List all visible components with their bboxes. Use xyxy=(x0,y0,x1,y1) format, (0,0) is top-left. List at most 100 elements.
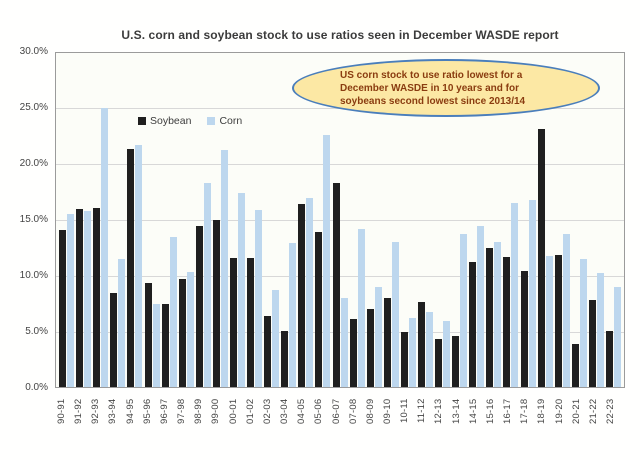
bar-soybean-17-18 xyxy=(520,271,528,387)
bar-corn-21-22 xyxy=(596,273,604,387)
bar-group-97-98 xyxy=(178,53,195,387)
y-tick-5.0%: 5.0% xyxy=(25,326,48,337)
bar-group-04-05 xyxy=(297,53,314,387)
x-tick-02-03: 02-03 xyxy=(261,398,273,424)
bar-soybean-11-12 xyxy=(418,302,426,387)
bar-soybean-92-93 xyxy=(93,207,101,387)
bar-soybean-02-03 xyxy=(264,315,272,387)
bar-group-92-93 xyxy=(92,53,109,387)
bar-group-90-91 xyxy=(58,53,75,387)
x-tick-06-07: 06-07 xyxy=(330,398,342,424)
callout-text-line-1: US corn stock to use ratio lowest for a xyxy=(340,69,523,81)
x-tick-01-02: 01-02 xyxy=(244,398,256,424)
bar-corn-09-10 xyxy=(391,242,399,387)
bar-corn-05-06 xyxy=(323,135,331,387)
bar-soybean-94-95 xyxy=(127,148,135,387)
bar-group-94-95 xyxy=(126,53,143,387)
bar-group-98-99 xyxy=(195,53,212,387)
legend-label-soybean: Soybean xyxy=(150,115,192,127)
bar-corn-98-99 xyxy=(203,183,211,387)
x-tick-11-12: 11-12 xyxy=(416,398,428,424)
x-tick-16-17: 16-17 xyxy=(502,398,514,424)
bar-soybean-10-11 xyxy=(400,332,408,387)
bar-soybean-12-13 xyxy=(435,339,443,387)
callout-text-line-3: soybeans second lowest since 2013/14 xyxy=(340,95,526,107)
bar-corn-14-15 xyxy=(477,225,485,387)
bar-soybean-07-08 xyxy=(349,319,357,387)
bar-soybean-06-07 xyxy=(332,183,340,387)
x-tick-03-04: 03-04 xyxy=(279,398,291,424)
bar-group-02-03 xyxy=(263,53,280,387)
bar-group-09-10 xyxy=(383,53,400,387)
bar-group-13-14 xyxy=(451,53,468,387)
bar-corn-11-12 xyxy=(426,312,434,387)
bar-corn-18-19 xyxy=(545,255,553,387)
bar-corn-07-08 xyxy=(357,228,365,387)
x-tick-90-91: 90-91 xyxy=(56,398,67,424)
bar-soybean-14-15 xyxy=(469,262,477,387)
x-tick-05-06: 05-06 xyxy=(313,398,325,424)
x-tick-99-00: 99-00 xyxy=(210,398,222,424)
bar-corn-19-20 xyxy=(562,234,570,387)
bar-group-21-22 xyxy=(588,53,605,387)
bar-group-01-02 xyxy=(246,53,263,387)
bar-soybean-01-02 xyxy=(247,257,255,387)
legend-item-soybean: Soybean xyxy=(138,115,191,127)
bar-group-95-96 xyxy=(143,53,160,387)
bar-corn-95-96 xyxy=(152,303,160,387)
bar-soybean-91-92 xyxy=(76,208,84,387)
x-tick-13-14: 13-14 xyxy=(450,398,462,424)
bar-corn-08-09 xyxy=(374,286,382,387)
bar-corn-10-11 xyxy=(408,317,416,387)
bar-soybean-22-23 xyxy=(606,331,614,387)
x-tick-22-23: 22-23 xyxy=(605,398,616,424)
bar-group-03-04 xyxy=(280,53,297,387)
x-tick-91-92: 91-92 xyxy=(73,398,85,424)
x-tick-94-95: 94-95 xyxy=(124,398,136,424)
bar-corn-91-92 xyxy=(84,211,92,387)
bar-soybean-04-05 xyxy=(298,204,306,387)
bar-corn-01-02 xyxy=(255,209,263,387)
bar-soybean-90-91 xyxy=(59,230,67,387)
bar-corn-99-00 xyxy=(220,149,228,387)
bar-soybean-08-09 xyxy=(366,309,374,387)
bar-corn-22-23 xyxy=(614,286,622,387)
corn-swatch-icon xyxy=(207,117,216,125)
y-tick-25.0%: 25.0% xyxy=(19,102,48,113)
bar-soybean-97-98 xyxy=(178,279,186,387)
gridline-5.0% xyxy=(56,332,624,333)
bar-group-93-94 xyxy=(109,53,126,387)
bar-soybean-15-16 xyxy=(486,247,494,387)
bar-group-99-00 xyxy=(212,53,229,387)
bar-soybean-93-94 xyxy=(110,293,118,387)
x-tick-17-18: 17-18 xyxy=(519,398,531,424)
y-tick-0.0%: 0.0% xyxy=(25,382,48,393)
bar-group-15-16 xyxy=(485,53,502,387)
y-tick-10.0%: 10.0% xyxy=(19,270,48,281)
bar-corn-03-04 xyxy=(289,243,297,387)
bar-group-16-17 xyxy=(502,53,519,387)
x-tick-07-08: 07-08 xyxy=(347,398,359,424)
bar-corn-17-18 xyxy=(528,199,536,387)
bar-group-12-13 xyxy=(434,53,451,387)
bar-soybean-09-10 xyxy=(383,297,391,387)
bar-corn-92-93 xyxy=(101,107,109,387)
chart-title: U.S. corn and soybean stock to use ratio… xyxy=(121,28,559,42)
bar-group-00-01 xyxy=(229,53,246,387)
bar-corn-06-07 xyxy=(340,297,348,387)
bar-soybean-99-00 xyxy=(212,220,220,387)
bar-corn-15-16 xyxy=(494,242,502,387)
bar-soybean-96-97 xyxy=(161,303,169,387)
soybean-swatch-icon xyxy=(138,117,146,125)
bar-group-91-92 xyxy=(75,53,92,387)
x-tick-93-94: 93-94 xyxy=(107,398,119,424)
x-tick-95-96: 95-96 xyxy=(141,398,153,424)
y-tick-30.0%: 30.0% xyxy=(19,46,48,57)
bar-soybean-19-20 xyxy=(554,254,562,387)
bar-corn-90-91 xyxy=(67,214,75,387)
x-tick-08-09: 08-09 xyxy=(364,398,376,424)
x-tick-96-97: 96-97 xyxy=(158,398,170,424)
x-tick-15-16: 15-16 xyxy=(484,398,496,424)
bar-group-20-21 xyxy=(571,53,588,387)
